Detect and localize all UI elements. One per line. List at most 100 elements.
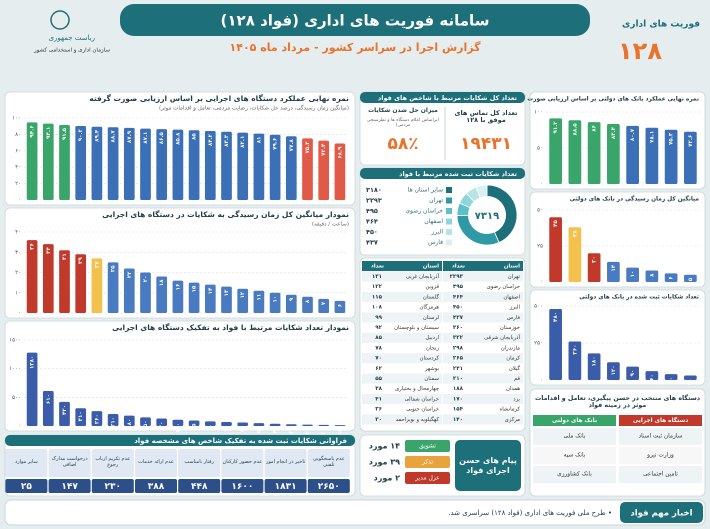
table-row — [362, 373, 442, 384]
table-cell: ۲۱۰ — [453, 376, 463, 382]
value-label: ۱۴ — [208, 287, 214, 294]
y-tick-label: ۲۰ — [15, 270, 21, 276]
value-label: ۱۰ — [630, 271, 636, 278]
section-title: دستگاه های منتخب در حسن پیگیری، تعامل و … — [534, 394, 701, 409]
bar — [302, 424, 313, 426]
selected-cell: بانک ملی — [564, 433, 586, 440]
bar — [75, 254, 87, 313]
bar — [664, 273, 678, 282]
freq-card — [178, 449, 221, 477]
bar — [253, 133, 265, 200]
stat-label-box: تعداد کل تماس های موفق با ۱۲۸ — [455, 109, 518, 124]
chart-title: نمودار میانگین کل زمان رسیدگی به شکایات … — [102, 210, 349, 219]
value-label: ۸۷.۱ — [143, 132, 149, 144]
legend-label: خراسان رضوی — [405, 208, 443, 215]
freq-card — [221, 449, 264, 477]
value-label: ۶ — [669, 276, 675, 279]
bar — [204, 130, 216, 200]
value-label: ۷۷.۸ — [289, 139, 295, 152]
bar — [645, 127, 659, 184]
bar — [626, 366, 639, 380]
value-label: ۹۱.۲ — [553, 121, 559, 134]
panel-header — [360, 168, 525, 179]
table-cell: خراسان رضوی — [487, 284, 520, 290]
table-row — [443, 373, 523, 384]
message-badge — [455, 440, 521, 491]
bar — [587, 353, 601, 380]
table-cell: خراسان شمالی — [405, 396, 439, 402]
table-row — [362, 332, 442, 343]
table-cell: ۱۱۵ — [372, 294, 383, 300]
selected-cell: بانک کشاورزی — [557, 471, 592, 478]
table-row — [443, 291, 523, 303]
value-label: ۷۵.۲ — [305, 141, 311, 154]
value-label: ۱۲۰ — [611, 365, 617, 375]
table-cell: ۳۰ — [375, 417, 382, 423]
bar — [42, 391, 54, 426]
value-label: ۷ — [321, 301, 327, 305]
bar — [59, 401, 70, 426]
y-tick-label: ۱۰۰ — [12, 116, 21, 122]
table-cell: ۴۶۴ — [453, 294, 464, 300]
freq-label: عدم ارائه خدمات — [138, 459, 174, 466]
bar — [664, 129, 678, 184]
y-tick-label: ۱۰ — [15, 290, 21, 296]
value-label: ۵۰ — [256, 426, 262, 433]
bar — [607, 123, 620, 184]
table-cell: یزد — [513, 396, 520, 402]
bar — [568, 120, 582, 184]
legend-label: البرز — [430, 229, 443, 236]
bar — [318, 140, 330, 200]
bar — [26, 240, 38, 313]
table-cell: ۱۷۰ — [453, 396, 463, 402]
table-cell: ۳۲۲ — [453, 335, 464, 341]
freq-value: ۲۶۵۰ — [318, 482, 340, 492]
freq-value-cell — [307, 479, 350, 493]
table-row — [362, 393, 442, 405]
y-tick-label: ۵۰۰ — [12, 395, 21, 401]
value-label: ۹۰.۲ — [78, 128, 84, 141]
bar — [626, 125, 639, 184]
value-label: ۱۴ — [611, 264, 617, 271]
table-cell: ۲۶۵ — [453, 356, 464, 362]
freq-label: سایر موارد — [15, 459, 38, 466]
table-row — [443, 393, 523, 405]
value-label: ۹۵ — [192, 423, 198, 430]
bar — [607, 261, 620, 282]
table-header — [362, 261, 442, 271]
message-value: ۱۴ مورد — [369, 442, 400, 451]
legend-value: ۴۳۷ — [366, 239, 378, 247]
value-label: ۴۰ — [669, 377, 675, 384]
message-value: ۲ مورد — [374, 474, 400, 483]
value-label: ۱۲ — [240, 291, 246, 298]
value-label: ۲۵ — [305, 427, 311, 434]
bar — [156, 276, 168, 313]
value-label: ۸۸.۷ — [111, 130, 117, 143]
value-label: ۶۰ — [240, 426, 246, 433]
bar — [107, 262, 119, 313]
table-cell: ۴۳۷ — [453, 315, 464, 321]
table-cell: سیستان و بلوچستان — [394, 325, 439, 331]
logo-text: فوریت های اداری — [622, 20, 700, 30]
bar — [684, 375, 697, 380]
freq-value: ۱۶۰۰ — [231, 482, 253, 492]
value-label: ۲۶۰ — [572, 345, 578, 355]
selected-header — [619, 415, 702, 426]
table-cell: بوشهر — [424, 366, 440, 372]
table-cell: خراسان جنوبی — [406, 407, 439, 413]
y-tick-label: ۱۰۰ — [534, 110, 543, 116]
table-cell: ۱۵۴ — [453, 407, 464, 413]
bar — [156, 129, 168, 200]
bar — [172, 280, 184, 313]
legend-swatch — [446, 229, 452, 235]
freq-value-cell — [135, 479, 177, 493]
bar — [568, 341, 582, 380]
y-tick-label: ۵۰ — [537, 208, 543, 214]
freq-label-box: عدم ارائه خدمات — [138, 459, 174, 466]
freq-label: درخواست مدارک اضافی — [51, 456, 88, 468]
bar — [42, 123, 54, 200]
table-cell: همدان — [506, 386, 520, 392]
bar — [140, 417, 151, 426]
